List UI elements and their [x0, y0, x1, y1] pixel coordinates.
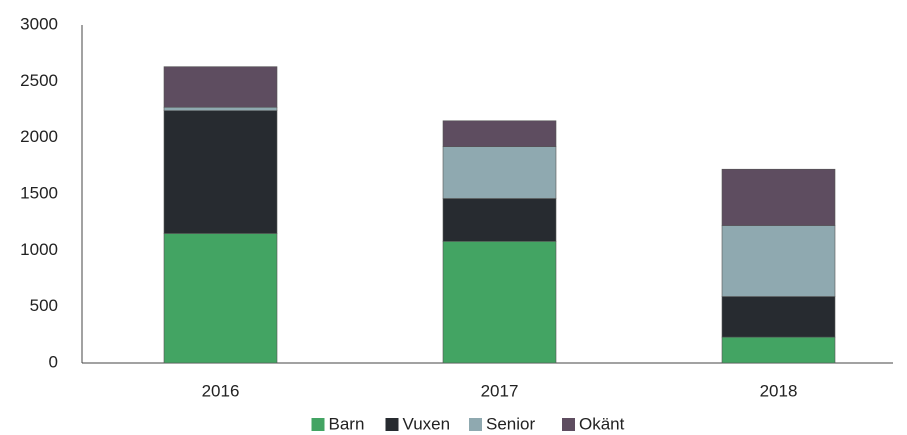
bar-segment [163, 66, 278, 108]
x-tick-label: 2017 [481, 381, 519, 400]
bar-segment [163, 233, 278, 364]
y-tick-label: 0 [49, 352, 58, 371]
bar-segment [442, 241, 557, 364]
bar-segment [721, 168, 836, 226]
legend-label: Vuxen [403, 414, 451, 433]
legend-swatch [311, 418, 325, 431]
bar-segment [721, 296, 836, 338]
bar-segment [721, 336, 836, 364]
bar-segment [163, 110, 278, 234]
legend-swatch [469, 418, 482, 431]
legend-label: Senior [486, 414, 535, 433]
y-tick-label: 3000 [20, 14, 58, 33]
bar-segment [163, 106, 278, 111]
legend-swatch [562, 418, 575, 431]
bar-segment [442, 120, 557, 147]
legend-label: Barn [329, 414, 365, 433]
bar-segment [442, 198, 557, 242]
legend-swatch [385, 418, 399, 431]
legend-label: Okänt [579, 414, 625, 433]
x-tick-label: 2018 [760, 381, 798, 400]
y-tick-label: 1000 [20, 240, 58, 259]
bar-segment [721, 225, 836, 297]
y-tick-label: 500 [30, 296, 58, 315]
y-tick-label: 2000 [20, 127, 58, 146]
bar-segment [442, 146, 557, 199]
x-tick-label: 2016 [202, 381, 240, 400]
y-tick-label: 2500 [20, 71, 58, 90]
y-tick-label: 1500 [20, 183, 58, 202]
